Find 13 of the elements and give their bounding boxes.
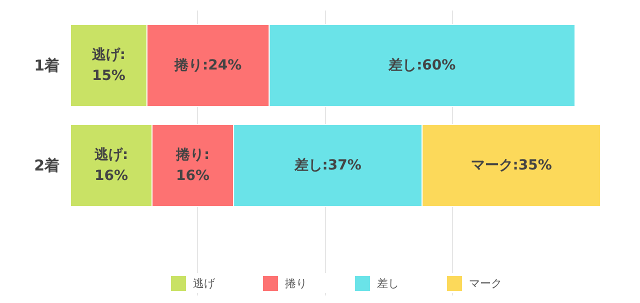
data-label: 逃げ: 15% <box>90 47 126 84</box>
y-tick-label: 2着 <box>34 156 60 174</box>
legend-label: 差し <box>377 276 399 290</box>
data-label: 捲り:24% <box>174 58 242 74</box>
y-tick-label: 1着 <box>34 56 60 74</box>
data-label: 逃げ: 16% <box>93 147 128 184</box>
legend-label: マーク <box>469 276 502 290</box>
data-label: 差し:37% <box>293 158 362 174</box>
data-label: 捲り: 16% <box>175 147 210 184</box>
data-label: 差し:60% <box>388 58 456 74</box>
legend-label: 逃げ <box>193 276 215 290</box>
data-label: マーク:35% <box>470 158 552 174</box>
legend-label: 捲り <box>285 276 307 290</box>
